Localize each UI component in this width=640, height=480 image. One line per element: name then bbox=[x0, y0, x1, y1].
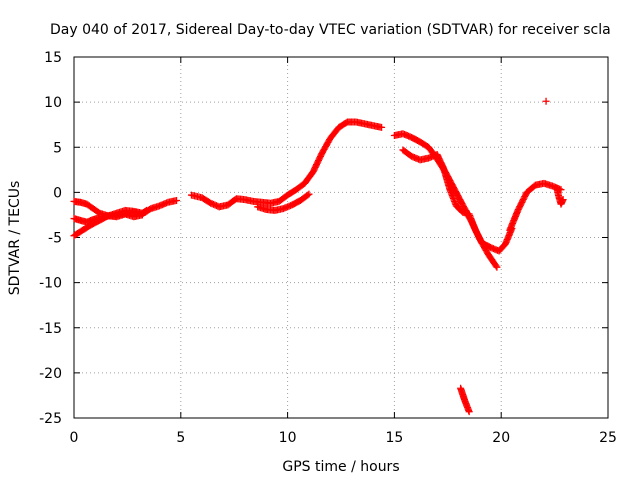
y-tick-label: -5 bbox=[48, 231, 62, 247]
data-point-marker bbox=[143, 206, 151, 214]
series-track-i bbox=[553, 184, 567, 208]
data-point-marker bbox=[304, 191, 312, 199]
y-axis-label: SDTVAR / TECUs bbox=[7, 181, 23, 296]
x-tick-label: 25 bbox=[599, 430, 617, 446]
data-point-marker bbox=[492, 262, 500, 270]
x-axis-label: GPS time / hours bbox=[282, 459, 399, 475]
y-tick-label: 5 bbox=[53, 140, 62, 156]
data-point-marker bbox=[138, 211, 146, 219]
y-tick-label: -25 bbox=[39, 411, 62, 427]
data-point-marker bbox=[142, 207, 150, 215]
y-tick-label: 0 bbox=[53, 185, 62, 201]
y-tick-label: 10 bbox=[44, 95, 62, 111]
data-point-marker bbox=[305, 190, 313, 198]
data-point-marker bbox=[173, 196, 181, 204]
series-track-e bbox=[254, 190, 313, 214]
series-outlier bbox=[542, 97, 550, 105]
y-tick-label: -20 bbox=[39, 366, 62, 382]
data-point-marker bbox=[559, 196, 567, 204]
data-point-marker bbox=[465, 408, 473, 416]
y-tick-label: -15 bbox=[39, 321, 62, 337]
chart-title: Day 040 of 2017, Sidereal Day-to-day VTE… bbox=[50, 22, 611, 38]
y-tick-labels: -25 -20 -15 -10 -5 0 5 10 15 bbox=[39, 50, 62, 427]
grid bbox=[74, 57, 608, 418]
x-tick-label: 15 bbox=[385, 430, 403, 446]
x-tick-label: 10 bbox=[279, 430, 297, 446]
x-tick-label: 0 bbox=[70, 430, 79, 446]
y-tick-label: -10 bbox=[39, 276, 62, 292]
series-track-d bbox=[187, 118, 386, 211]
series-track-c bbox=[70, 210, 146, 226]
axis-ticks bbox=[73, 56, 609, 419]
data-point-marker bbox=[542, 97, 550, 105]
x-tick-label: 20 bbox=[492, 430, 510, 446]
data-point-marker bbox=[378, 123, 386, 131]
x-tick-label: 5 bbox=[176, 430, 185, 446]
x-tick-labels: 0 5 10 15 20 25 bbox=[70, 430, 617, 446]
y-tick-label: 15 bbox=[44, 50, 62, 66]
series-track-g bbox=[399, 146, 516, 255]
series-track-j bbox=[457, 384, 473, 416]
data-points bbox=[70, 97, 567, 416]
data-point-marker bbox=[493, 263, 501, 271]
